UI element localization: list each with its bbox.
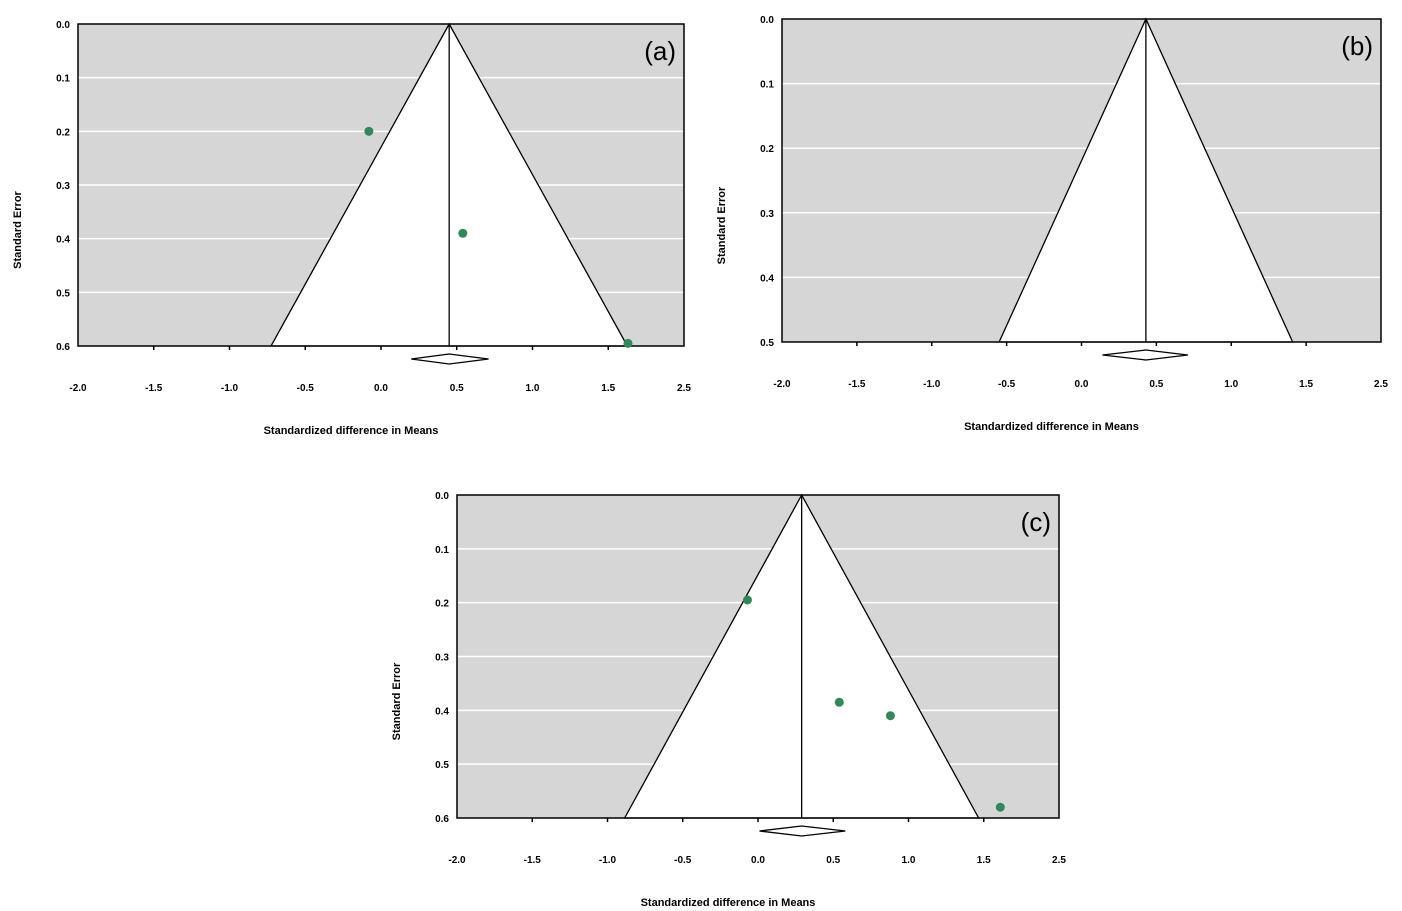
x-tick-label: -1.0 [221, 383, 239, 394]
x-axis-label: Standardized difference in Means [964, 421, 1139, 433]
x-tick-label: 1.0 [902, 855, 916, 866]
y-tick-label: 0.4 [760, 273, 774, 284]
panel-label: (c) [1021, 507, 1051, 537]
x-tick-label: -2.0 [448, 855, 466, 866]
y-axis-label: Standard Error [12, 190, 24, 268]
x-tick-label: 1.5 [977, 855, 991, 866]
funnel-plot-panel-a: 0.0 0.1 0.2 0.3 0.4 0.5 0.6 -2.0 -1.5 -1.0 -0.5 0.0… [12, 20, 691, 437]
y-tick-label: 0.1 [56, 74, 70, 85]
x-tick-label: 0.0 [751, 855, 765, 866]
x-tick-label: 2.5 [1374, 379, 1388, 390]
x-tick-label: -1.5 [145, 383, 163, 394]
pooled-diamond [411, 353, 489, 365]
x-tick-label: -2.0 [69, 383, 87, 394]
panel-label: (a) [644, 36, 676, 66]
funnel-plot-panel-b: 0.0 0.1 0.2 0.3 0.4 0.5 -2.0 -1.5 -1.0 -0.5 0.0 0.5… [716, 15, 1388, 433]
x-tick-label: -1.0 [923, 379, 941, 390]
x-axis-label: Standardized difference in Means [264, 425, 439, 437]
study-point [995, 802, 1005, 812]
y-axis-label: Standard Error [716, 186, 728, 264]
x-tick-label: -2.0 [773, 379, 791, 390]
x-tick-label: -1.5 [524, 855, 542, 866]
x-tick-label: 0.0 [1075, 379, 1089, 390]
y-tick-label: 0.1 [435, 545, 449, 556]
pooled-diamond [1102, 349, 1188, 361]
y-tick-label: 0.4 [56, 235, 70, 246]
x-tick-label: -0.5 [674, 855, 692, 866]
y-tick-label: 0.6 [56, 342, 70, 353]
x-tick-label: 1.0 [1224, 379, 1238, 390]
x-tick-label: -1.0 [599, 855, 617, 866]
study-point [834, 697, 844, 707]
y-tick-label: 0.2 [56, 127, 70, 138]
x-tick-label: -0.5 [297, 383, 315, 394]
x-tick-label: 0.5 [826, 855, 840, 866]
x-tick-label: 1.0 [526, 383, 540, 394]
y-tick-label: 0.5 [56, 288, 70, 299]
y-tick-label: 0.5 [435, 760, 449, 771]
study-point [885, 711, 895, 721]
x-tick-label: 1.5 [1299, 379, 1313, 390]
y-tick-label: 0.2 [435, 599, 449, 610]
x-tick-label: 2.5 [677, 383, 691, 394]
y-tick-label: 0.3 [56, 181, 70, 192]
study-point [458, 228, 468, 238]
y-tick-label: 0.5 [760, 338, 774, 349]
y-tick-label: 0.4 [435, 706, 449, 717]
y-tick-label: 0.0 [435, 491, 449, 502]
y-tick-label: 0.0 [56, 20, 70, 31]
x-tick-label: 0.5 [450, 383, 464, 394]
study-point [742, 595, 752, 605]
panel-label: (b) [1341, 31, 1373, 61]
y-tick-label: 0.6 [435, 814, 449, 825]
study-point [364, 126, 374, 136]
y-tick-label: 0.3 [760, 209, 774, 220]
pooled-diamond [759, 825, 846, 837]
y-axis-label: Standard Error [391, 662, 403, 740]
y-tick-label: 0.3 [435, 653, 449, 664]
y-tick-label: 0.0 [760, 15, 774, 26]
x-tick-label: 2.5 [1052, 855, 1066, 866]
x-tick-label: -1.5 [848, 379, 866, 390]
x-axis-label: Standardized difference in Means [641, 897, 816, 909]
y-tick-label: 0.2 [760, 144, 774, 155]
y-tick-label: 0.1 [760, 80, 774, 91]
x-tick-label: 0.0 [374, 383, 388, 394]
x-tick-label: 0.5 [1149, 379, 1163, 390]
study-point [623, 338, 633, 348]
funnel-plot-panel-c: 0.0 0.1 0.2 0.3 0.4 0.5 0.6 -2.0 -1.5 -1.0 -0.5 0.0… [391, 491, 1066, 909]
x-tick-label: -0.5 [998, 379, 1016, 390]
x-tick-label: 1.5 [601, 383, 615, 394]
